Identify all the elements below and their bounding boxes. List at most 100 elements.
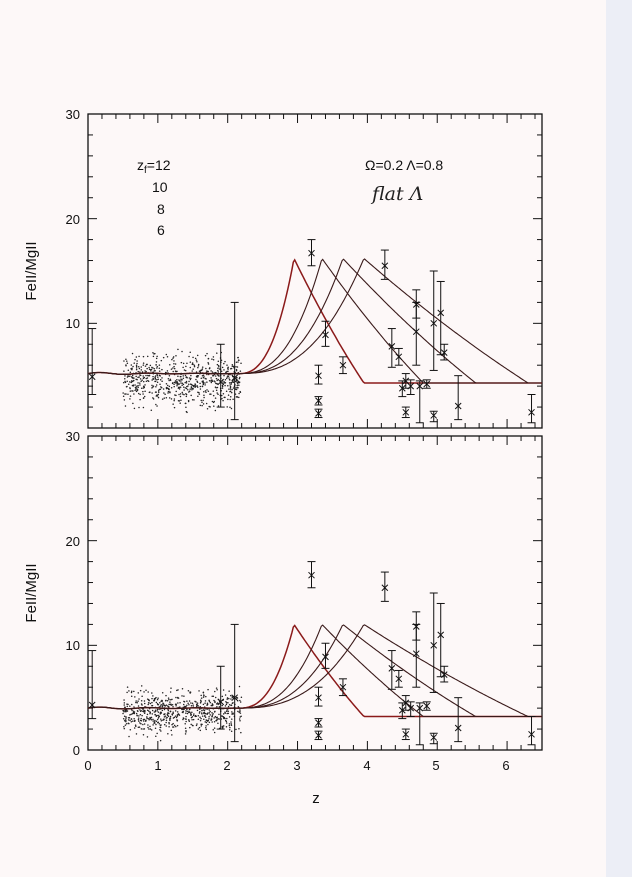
data-point <box>123 711 125 713</box>
data-point <box>161 368 163 371</box>
data-point <box>175 390 177 393</box>
data-point <box>192 368 194 370</box>
data-point <box>169 715 172 718</box>
data-point <box>192 385 195 388</box>
model-curve-zf-6 <box>87 624 542 718</box>
data-point <box>239 376 241 379</box>
data-point <box>208 716 210 718</box>
data-point <box>140 717 142 720</box>
data-point <box>135 368 138 371</box>
data-point <box>198 690 200 692</box>
data-point <box>192 714 195 717</box>
data-point <box>178 713 180 716</box>
data-point <box>135 364 138 366</box>
data-point <box>231 365 234 368</box>
error-bar <box>429 270 438 371</box>
data-point <box>177 386 180 389</box>
data-point <box>204 702 206 704</box>
data-point <box>177 348 179 351</box>
data-point <box>146 377 149 379</box>
data-point <box>228 703 231 706</box>
data-point <box>186 710 188 713</box>
data-point <box>133 718 135 720</box>
error-bar <box>422 379 431 389</box>
data-point <box>235 361 238 363</box>
data-point <box>224 360 226 363</box>
data-point <box>137 370 139 373</box>
x-marker <box>322 331 329 339</box>
data-point <box>135 733 138 735</box>
data-point <box>135 712 138 715</box>
data-point <box>238 396 240 399</box>
data-point <box>186 385 188 388</box>
x-marker <box>402 730 410 738</box>
error-bar <box>527 716 536 746</box>
data-point <box>168 385 171 388</box>
data-point <box>228 377 230 379</box>
data-point <box>230 704 232 707</box>
data-point <box>188 711 190 714</box>
data-point <box>184 722 186 725</box>
data-point <box>209 714 211 716</box>
data-point <box>206 702 209 704</box>
data-point <box>123 702 126 704</box>
bottom-ytick-20: 20 <box>66 534 80 549</box>
data-point <box>232 398 234 400</box>
data-point <box>205 728 207 731</box>
data-point <box>145 689 147 692</box>
data-point <box>145 719 147 721</box>
data-point <box>172 706 174 708</box>
data-point <box>211 714 214 716</box>
error-bar <box>321 642 330 669</box>
data-point <box>203 394 205 396</box>
data-point <box>239 701 242 703</box>
data-point <box>203 709 206 712</box>
data-point <box>152 355 155 358</box>
data-point <box>139 378 142 380</box>
data-point <box>204 716 207 719</box>
data-point <box>165 353 168 356</box>
data-point <box>197 718 200 721</box>
xtick-0: 0 <box>84 758 91 773</box>
data-point <box>171 714 174 716</box>
data-point <box>131 376 134 379</box>
data-point <box>168 397 171 399</box>
data-point <box>208 721 211 724</box>
data-point <box>145 374 147 377</box>
data-point <box>188 383 190 386</box>
data-point <box>159 739 162 742</box>
data-point <box>139 722 141 724</box>
data-point <box>186 376 188 379</box>
data-point <box>187 719 190 721</box>
data-point <box>190 702 192 704</box>
data-point <box>136 362 138 365</box>
data-point <box>155 395 158 397</box>
data-point <box>174 703 177 705</box>
data-point <box>163 704 166 707</box>
data-point <box>139 393 141 396</box>
x-marker <box>402 699 410 707</box>
data-point <box>171 358 173 361</box>
data-point <box>186 712 189 715</box>
data-point <box>199 710 201 713</box>
data-point <box>149 364 152 367</box>
error-bar <box>415 702 424 746</box>
data-point <box>168 721 170 724</box>
data-point <box>137 392 140 395</box>
data-point <box>151 709 154 712</box>
data-point <box>181 350 183 353</box>
data-point <box>170 729 173 732</box>
data-point <box>175 355 177 357</box>
error-bar <box>440 665 449 683</box>
error-bar <box>406 701 415 718</box>
data-point <box>148 702 150 704</box>
data-point <box>187 399 190 402</box>
data-point <box>188 391 190 393</box>
data-point <box>215 687 218 689</box>
data-point <box>156 405 158 407</box>
data-point <box>157 714 159 717</box>
data-point <box>216 352 218 354</box>
data-point <box>230 724 233 727</box>
data-point <box>128 735 130 738</box>
data-point <box>169 718 171 720</box>
